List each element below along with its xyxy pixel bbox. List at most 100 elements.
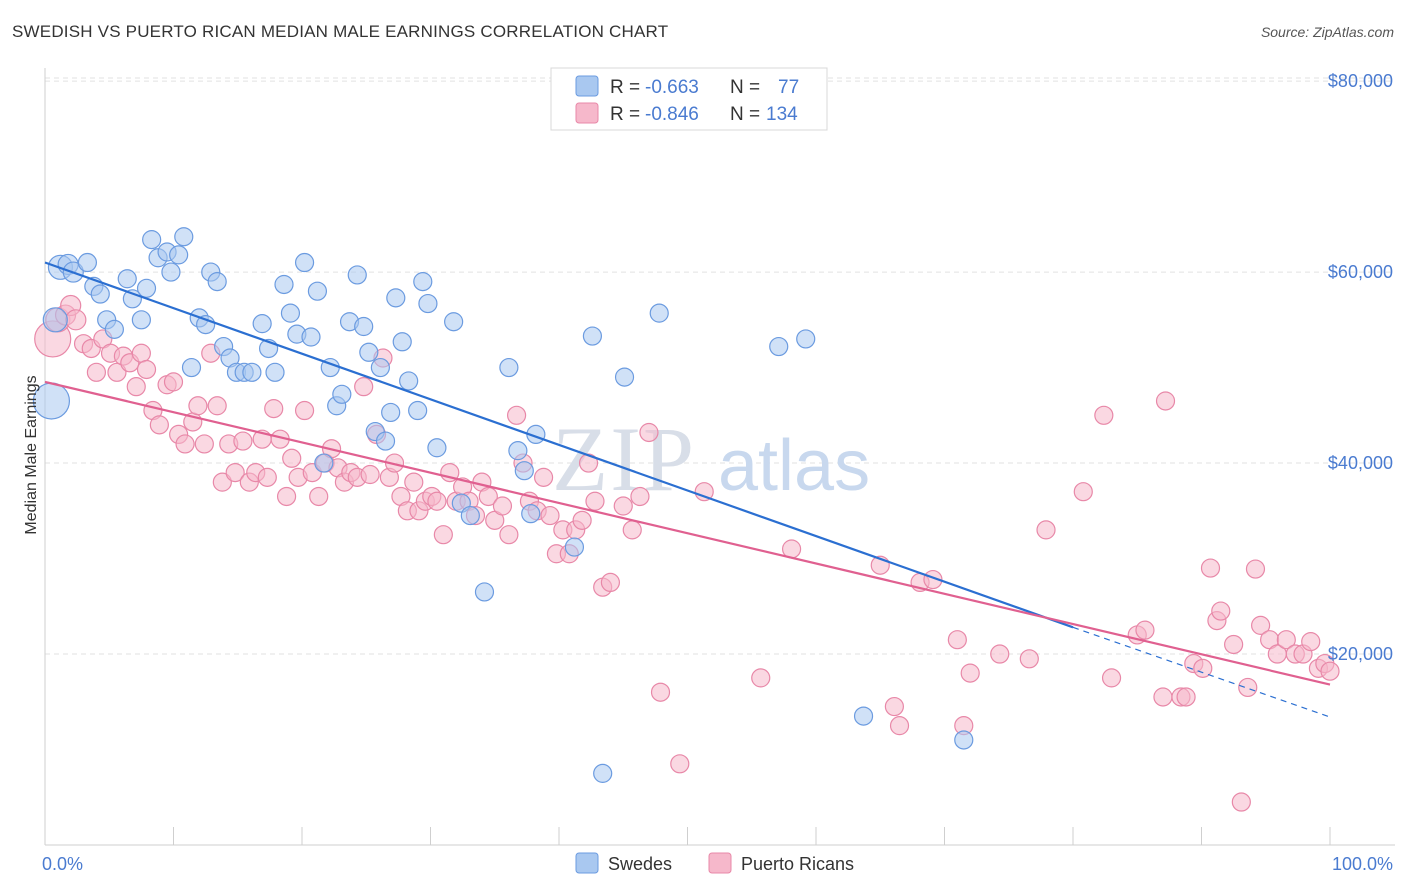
y-tick-label-2: $60,000 <box>1328 262 1393 282</box>
y-tick-label-0: $20,000 <box>1328 644 1393 664</box>
swedes-trend-extension <box>1072 626 1331 718</box>
bottom-legend-swatch-puerto-ricans <box>708 852 732 874</box>
puerto-ricans-point-24 <box>194 434 214 454</box>
puerto-ricans-point-23 <box>188 396 208 416</box>
swedes-point-70 <box>614 367 635 387</box>
x-tick-label-start: 0.0% <box>42 854 83 874</box>
swedes-point-46 <box>359 342 379 362</box>
puerto-ricans-point-40 <box>294 400 315 421</box>
swedes-point-37 <box>301 327 321 347</box>
x-tick-labels: 0.0% 100.0% <box>42 854 1393 874</box>
puerto-ricans-point-91 <box>639 422 659 443</box>
swedes-trend-line <box>44 261 1074 629</box>
legend-r-value-swedes: -0.663 <box>645 77 699 98</box>
puerto-ricans-point-72 <box>499 525 519 545</box>
swedes-point-5 <box>77 252 98 273</box>
puerto-ricans-point-73 <box>506 405 527 425</box>
bottom-legend-swatch-swedes <box>575 852 599 874</box>
puerto-ricans-point-88 <box>613 496 633 516</box>
swedes-point-20 <box>181 357 202 378</box>
puerto-ricans-point-89 <box>622 520 642 540</box>
puerto-ricans-point-90 <box>630 486 650 507</box>
puerto-ricans-point-116 <box>1176 687 1196 707</box>
puerto-ricans-point-95 <box>751 668 771 688</box>
puerto-ricans-point-69 <box>478 486 498 507</box>
swedes-point-68 <box>582 326 603 346</box>
legend-r-label-2: R = <box>610 104 640 125</box>
swedes-point-7 <box>90 284 110 304</box>
legend-n-label-1: N = <box>730 77 760 98</box>
swedes-point-17 <box>161 262 181 282</box>
puerto-ricans-point-27 <box>212 472 232 492</box>
puerto-ricans-point-13 <box>126 377 146 397</box>
puerto-ricans-point-37 <box>276 486 297 507</box>
swedes-point-19 <box>174 227 194 247</box>
legend-swatch-puerto-ricans <box>575 102 599 124</box>
watermark-atlas: atlas <box>718 426 870 506</box>
swedes-point-39 <box>314 453 334 473</box>
puerto-ricans-point-115 <box>1155 391 1176 411</box>
puerto-ricans-point-21 <box>175 434 195 454</box>
puerto-ricans-point-94 <box>694 482 714 502</box>
puerto-ricans-point-129 <box>1276 630 1296 650</box>
axes <box>44 68 1395 846</box>
puerto-ricans-point-84 <box>578 453 599 473</box>
swedes-point-29 <box>242 362 262 382</box>
puerto-ricans-point-34 <box>257 467 277 487</box>
legend-n-label-2: N = <box>730 104 760 125</box>
puerto-ricans-point-92 <box>650 682 671 702</box>
puerto-ricans-point-121 <box>1211 601 1231 621</box>
puerto-ricans-point-19 <box>163 372 184 392</box>
puerto-ricans-point-77 <box>533 467 554 487</box>
puerto-ricans-point-93 <box>670 754 690 774</box>
y-axis-label: Median Male Earnings <box>23 375 40 534</box>
swedes-point-50 <box>381 402 401 423</box>
puerto-ricans-point-57 <box>404 472 424 492</box>
puerto-ricans-point-87 <box>600 572 621 593</box>
swedes-point-54 <box>408 400 428 421</box>
swedes-point-1 <box>42 307 68 333</box>
watermark: ZIP atlas <box>552 408 870 510</box>
puerto-ricans-point-85 <box>585 491 605 511</box>
swedes-point-12 <box>131 310 151 330</box>
legend-n-value-puerto-ricans: 134 <box>766 104 798 125</box>
swedes-point-38 <box>307 281 328 301</box>
puerto-ricans-point-118 <box>1193 658 1213 678</box>
puerto-ricans-point-42 <box>309 486 329 507</box>
swedes-point-42 <box>332 384 352 404</box>
y-tick-label-3: $80,000 <box>1328 71 1393 91</box>
puerto-ricans-point-132 <box>1301 632 1321 652</box>
puerto-ricans-point-71 <box>492 496 513 516</box>
puerto-ricans-point-107 <box>1036 520 1056 540</box>
swedes-point-73 <box>796 329 816 349</box>
swedes-point-24 <box>207 272 227 292</box>
swedes-point-56 <box>418 293 438 314</box>
puerto-ricans-point-105 <box>990 644 1010 664</box>
swedes-point-45 <box>354 316 374 337</box>
puerto-ricans-point-109 <box>1094 405 1114 425</box>
watermark-zip: ZIP <box>552 408 696 510</box>
puerto-ricans-point-102 <box>947 630 967 650</box>
swedes-point-60 <box>460 505 480 526</box>
swedes-point-64 <box>508 441 528 461</box>
chart-title: SWEDISH VS PUERTO RICAN MEDIAN MALE EARN… <box>12 22 669 41</box>
swedes-point-53 <box>399 371 419 391</box>
puerto-ricans-point-17 <box>149 415 169 435</box>
legend-n-value-swedes: 77 <box>778 77 799 98</box>
y-tick-labels: $20,000 $40,000 $60,000 $80,000 <box>1328 71 1393 664</box>
swedes-point-36 <box>294 252 315 273</box>
puerto-ricans-point-61 <box>427 491 447 511</box>
legend-r-label-1: R = <box>610 77 640 98</box>
swedes-point-57 <box>427 438 447 458</box>
swedes-point-14 <box>142 230 162 250</box>
series-swedes <box>32 227 974 783</box>
swedes-point-34 <box>280 303 301 323</box>
puerto-ricans-point-119 <box>1200 558 1221 578</box>
x-tick-label-end: 100.0% <box>1332 854 1393 874</box>
swedes-point-58 <box>444 312 464 332</box>
swedes-point-69 <box>593 763 613 783</box>
chart-source: Source: ZipAtlas.com <box>1260 24 1394 40</box>
puerto-ricans-point-7 <box>86 362 107 382</box>
puerto-ricans-point-108 <box>1073 482 1093 502</box>
